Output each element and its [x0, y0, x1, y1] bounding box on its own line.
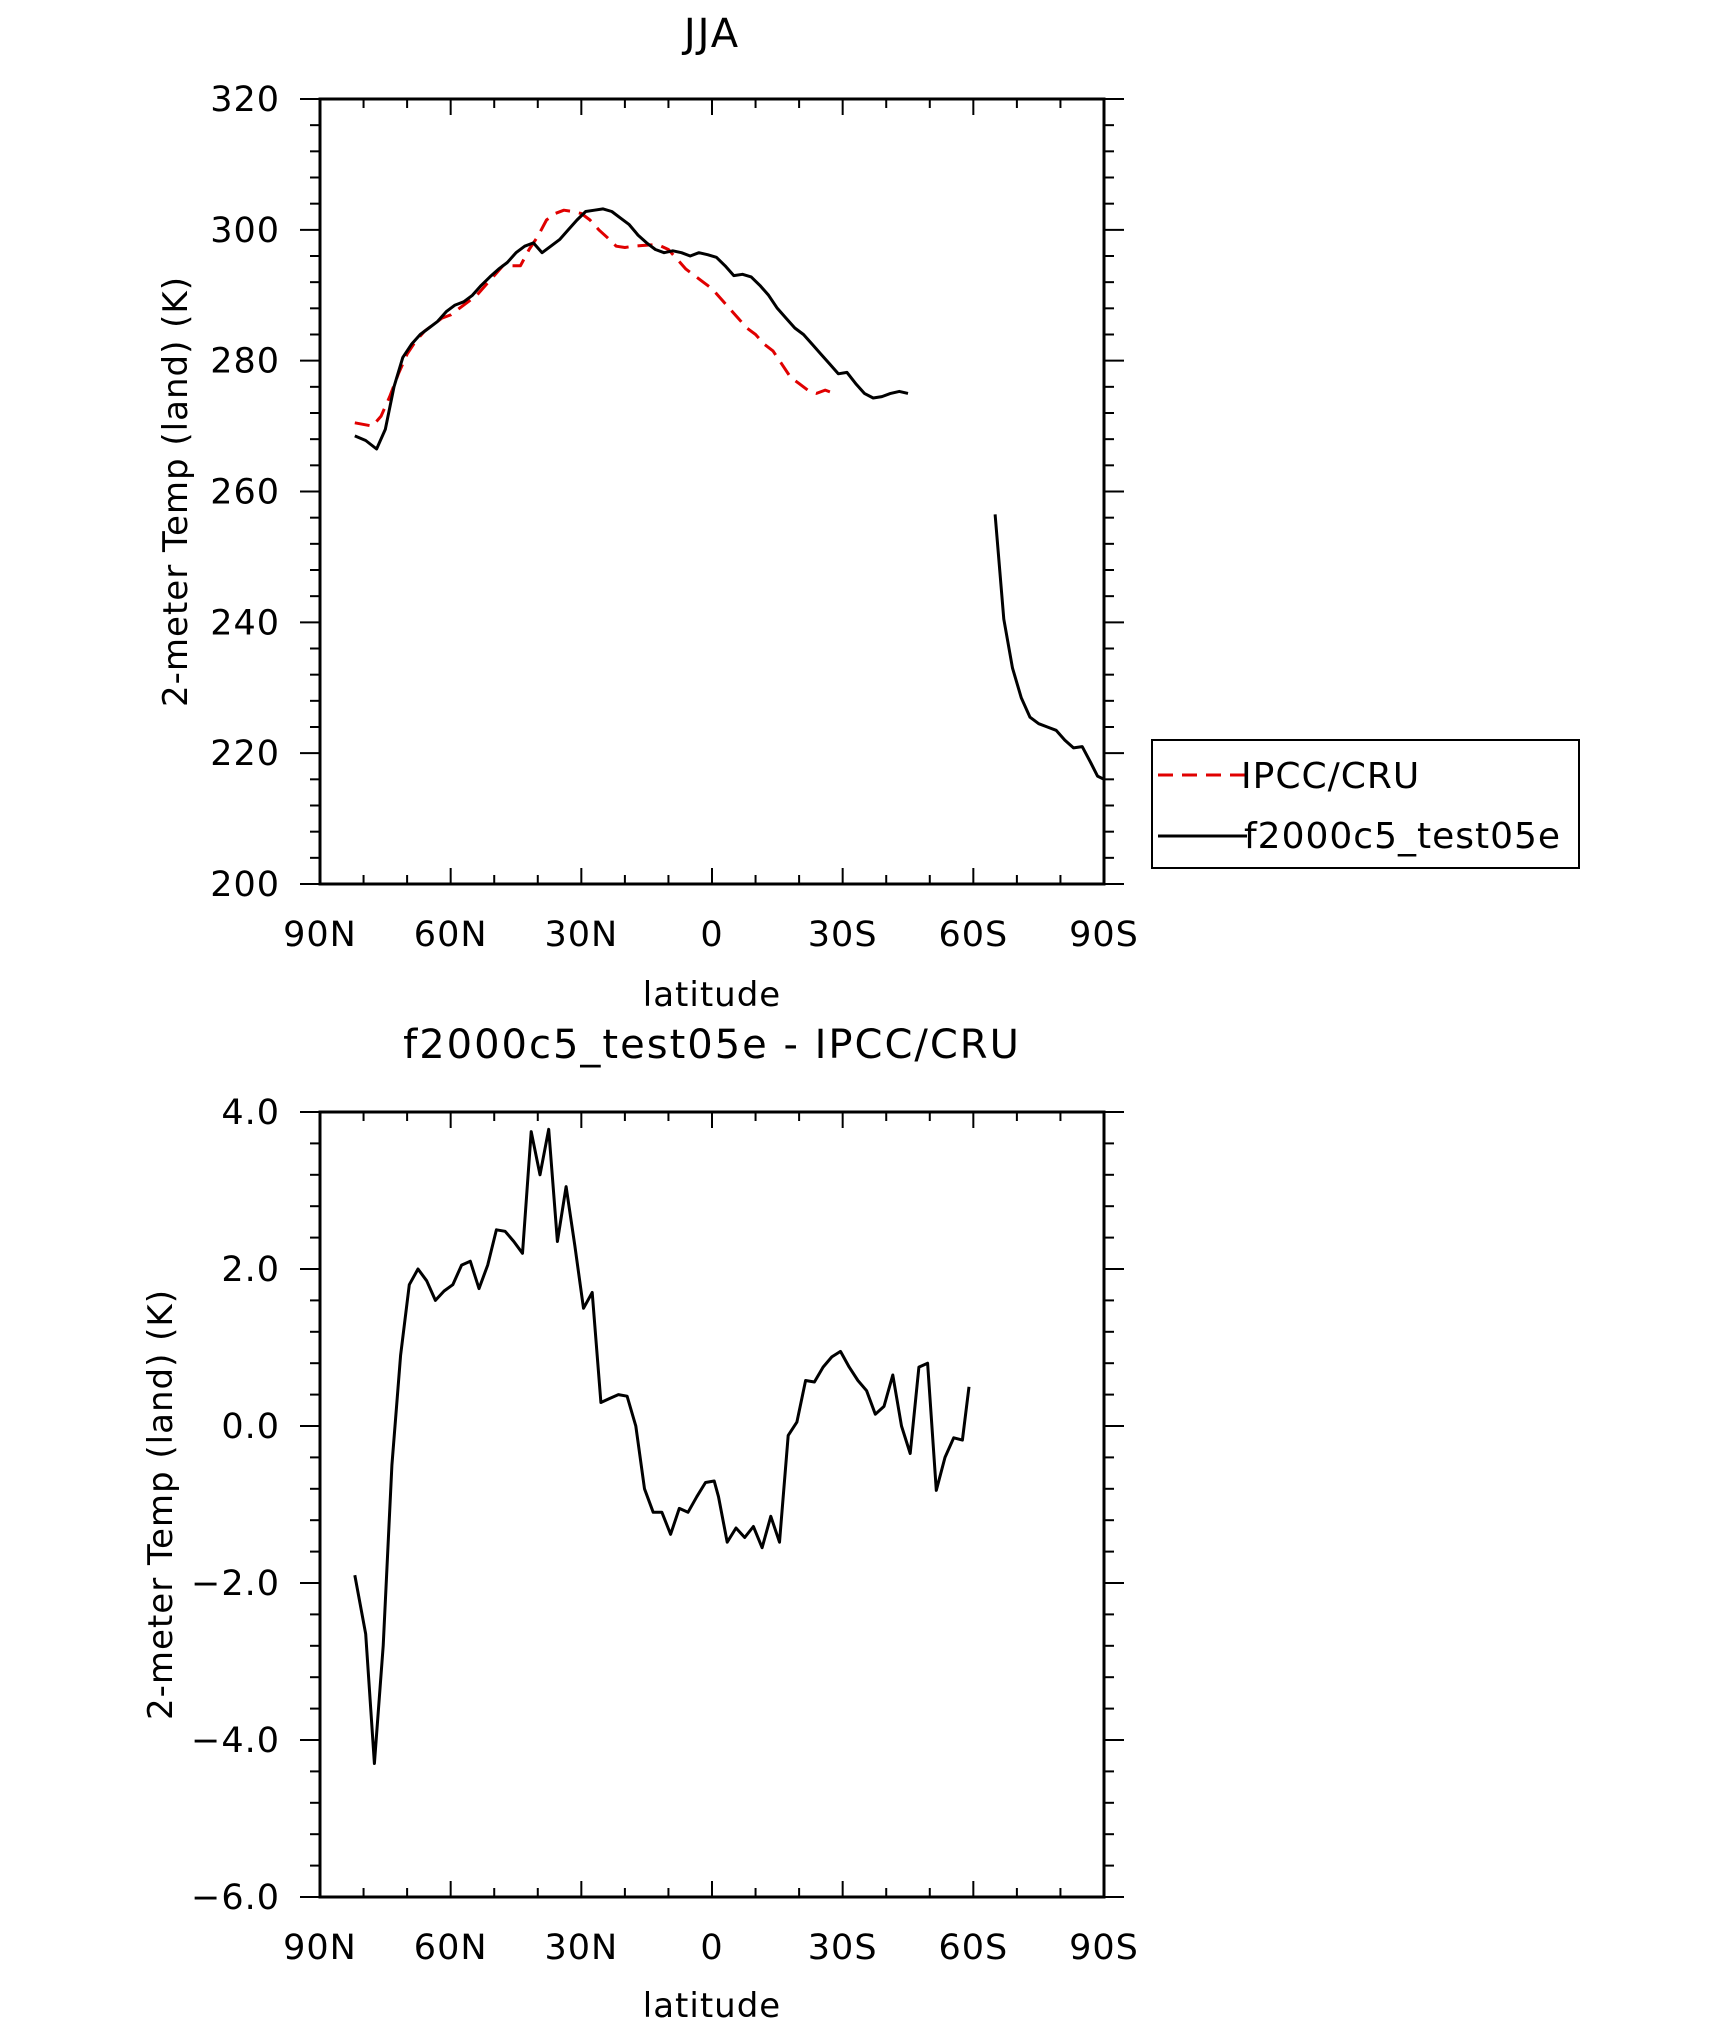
y-tick-label: −4.0 — [191, 1721, 280, 1761]
x-tick-label: 30S — [808, 1928, 878, 1968]
x-axis-label: latitude — [643, 975, 781, 1015]
y-axis-label: 2-meter Temp (land) (K) — [141, 1289, 181, 1720]
y-tick-label: 4.0 — [221, 1093, 280, 1133]
legend-label-f2000c5: f2000c5_test05e — [1244, 816, 1561, 857]
x-tick-label: 60S — [938, 1928, 1008, 1968]
y-tick-label: 200 — [210, 865, 280, 905]
series-line-f2000c5-test05e-segment-0 — [354, 207, 909, 451]
x-tick-label: 90S — [1069, 1928, 1139, 1968]
chart-title: JJA — [681, 11, 740, 57]
series-line-difference-segment-0 — [353, 1127, 971, 1765]
y-tick-label: 260 — [210, 473, 280, 513]
x-tick-label: 0 — [700, 915, 723, 955]
y-tick-label: −2.0 — [191, 1564, 280, 1604]
chart-title: f2000c5_test05e - IPCC/CRU — [403, 1022, 1021, 1068]
y-tick-label: 280 — [210, 342, 280, 382]
y-tick-label: 2.0 — [221, 1250, 280, 1290]
y-tick-label: 220 — [210, 734, 280, 774]
x-tick-label: 90N — [283, 1928, 357, 1968]
legend: IPCC/CRU f2000c5_test05e — [1151, 739, 1580, 869]
legend-box — [1151, 739, 1580, 869]
x-tick-label: 90S — [1069, 915, 1139, 955]
y-tick-label: −6.0 — [191, 1878, 280, 1918]
x-tick-label: 60S — [938, 915, 1008, 955]
y-tick-label: 300 — [210, 211, 280, 251]
x-tick-label: 60N — [414, 1928, 488, 1968]
plot-frame — [318, 1110, 1106, 1899]
legend-label-ipcc-cru: IPCC/CRU — [1241, 756, 1420, 797]
x-tick-label: 30N — [544, 915, 618, 955]
x-tick-label: 30S — [808, 915, 878, 955]
x-tick-label: 90N — [283, 915, 357, 955]
series-line-ipcc-cru-segment-0 — [354, 208, 835, 428]
y-tick-label: 320 — [210, 80, 280, 120]
y-axis-label: 2-meter Temp (land) (K) — [156, 276, 196, 707]
x-axis-label: latitude — [643, 1986, 781, 2021]
x-tick-label: 60N — [414, 915, 488, 955]
x-tick-label: 0 — [700, 1928, 723, 1968]
y-tick-label: 0.0 — [221, 1407, 280, 1447]
y-tick-label: 240 — [210, 603, 280, 643]
plot-frame — [318, 97, 1106, 886]
panel-temperature-difference: f2000c5_test05e - IPCC/CRU 90N 60N 30N 0 30S 6… — [141, 1022, 1139, 2021]
panel-zonal-mean-temperature: JJA 90N 60N 30N 0 30S 60S 90S 200 220 240 260 280 300… — [156, 11, 1139, 1015]
series-line-f2000c5-test05e-segment-1 — [993, 514, 1105, 781]
x-tick-label: 30N — [544, 1928, 618, 1968]
